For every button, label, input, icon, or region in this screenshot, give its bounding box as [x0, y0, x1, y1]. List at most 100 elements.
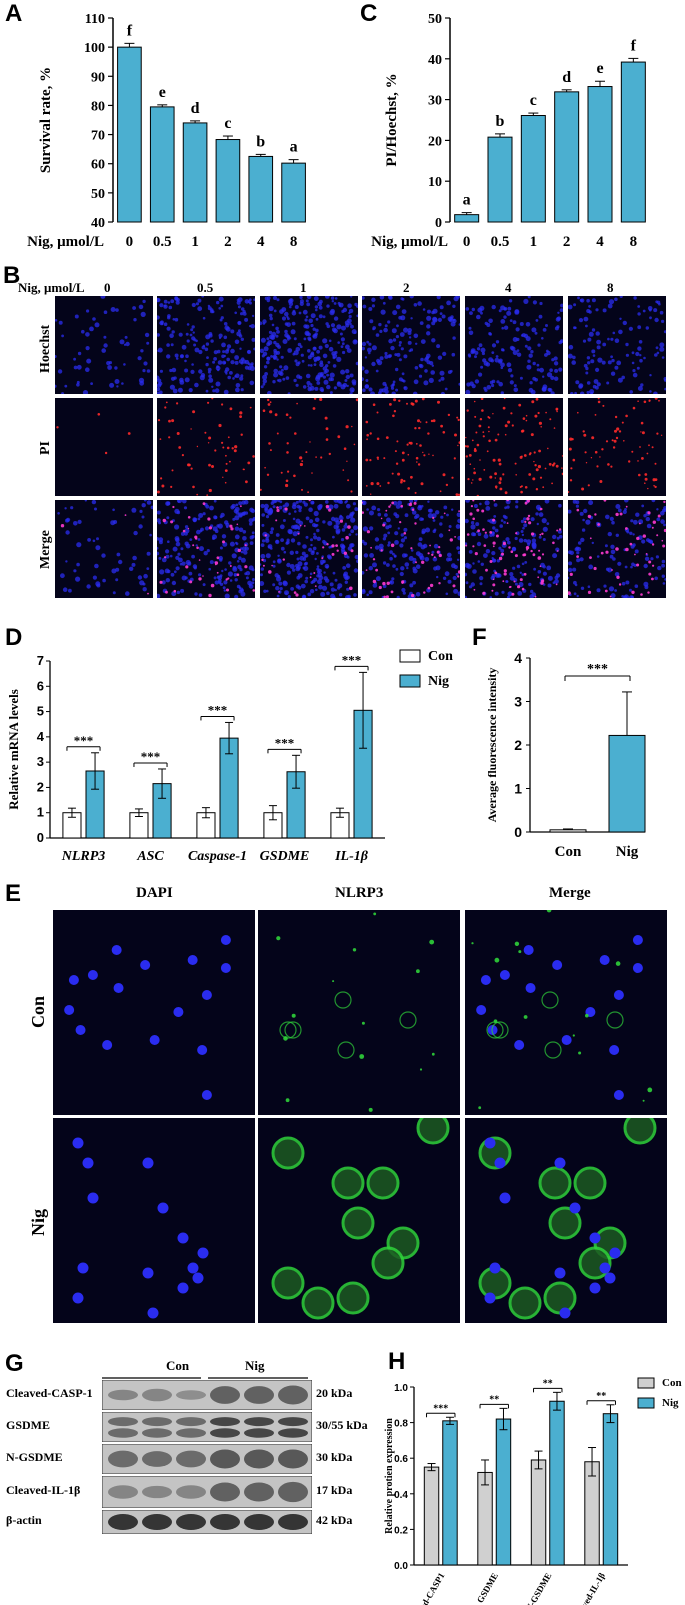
cell-dot	[265, 553, 271, 559]
cell-dot	[310, 313, 316, 319]
cell-dot	[516, 349, 520, 352]
cell-dot	[266, 589, 269, 593]
panel-letter-a: A	[5, 0, 23, 27]
cell-dot	[576, 551, 580, 555]
cell-dot	[663, 523, 666, 527]
band-label: Cleaved-IL-1β	[6, 1483, 81, 1497]
cell-dot	[310, 364, 313, 367]
cell-dot	[316, 570, 321, 574]
cell-dot	[431, 553, 434, 556]
cell-dot	[368, 1107, 373, 1112]
cell-dot	[376, 456, 379, 459]
cell-dot	[225, 372, 228, 375]
cell-dot	[268, 442, 271, 445]
cell-dot	[302, 309, 308, 315]
cell-dot	[344, 580, 348, 584]
cell-dot	[273, 351, 278, 356]
cell-dot	[110, 307, 116, 312]
cell-dot	[652, 564, 655, 567]
cell-dot	[297, 561, 303, 567]
cell-dot	[491, 304, 496, 310]
cell-dot	[506, 580, 509, 583]
cell-dot	[474, 552, 478, 556]
cell-dot	[586, 298, 590, 303]
cell-dot	[578, 1051, 582, 1055]
cell-dot	[514, 536, 518, 541]
group-label: Con	[166, 1358, 190, 1373]
nucleus	[187, 955, 198, 965]
cell-dot	[295, 550, 299, 555]
nlrp3-ring	[279, 1021, 297, 1039]
cell-dot	[400, 480, 403, 484]
cell-dot	[397, 527, 400, 530]
cell-dot	[302, 385, 307, 389]
cell-dot	[661, 356, 665, 359]
cell-dot	[239, 415, 242, 418]
nlrp3-cell	[548, 1206, 582, 1240]
cell-dot	[273, 296, 277, 300]
x-tick-label: IL-1β	[334, 849, 369, 864]
cell-dot	[488, 439, 491, 443]
cell-dot	[96, 583, 101, 588]
cell-dot	[244, 365, 249, 370]
cell-dot	[240, 307, 245, 311]
cell-dot	[198, 573, 202, 577]
cell-dot	[428, 377, 434, 383]
nucleus	[187, 1262, 199, 1274]
significance-letter: b	[496, 113, 505, 130]
cell-dot	[208, 567, 211, 571]
cell-dot	[518, 538, 524, 543]
cell-dot	[501, 552, 504, 556]
cell-dot	[276, 298, 280, 302]
cell-dot	[215, 381, 221, 387]
cell-dot	[398, 358, 402, 362]
cell-dot	[615, 512, 619, 517]
cell-dot	[315, 456, 317, 458]
cell-dot	[542, 571, 547, 576]
cell-dot	[201, 296, 205, 298]
cell-dot	[605, 567, 610, 571]
cell-dot	[605, 514, 610, 520]
cell-dot	[308, 547, 313, 552]
cell-dot	[340, 337, 345, 342]
cell-dot	[588, 331, 594, 337]
cell-dot	[362, 500, 366, 505]
cell-dot	[211, 385, 214, 388]
cell-dot	[525, 414, 528, 417]
cell-dot	[92, 317, 96, 321]
cell-dot	[451, 352, 456, 357]
cell-dot	[621, 421, 624, 424]
cell-dot	[561, 455, 563, 457]
pi-image	[55, 398, 153, 496]
cell-dot	[526, 539, 532, 545]
cell-dot	[395, 335, 399, 339]
cell-dot	[648, 539, 653, 544]
cell-dot	[476, 508, 480, 512]
nlrp3-cell	[573, 1166, 607, 1200]
cell-dot	[408, 336, 412, 339]
cell-dot	[361, 1021, 365, 1025]
cell-dot	[348, 308, 354, 314]
cell-dot	[348, 533, 352, 536]
cell-dot	[81, 329, 85, 334]
cell-dot	[281, 368, 284, 372]
cell-dot	[528, 453, 531, 456]
cell-dot	[346, 348, 352, 353]
cell-dot	[403, 327, 409, 333]
cell-dot	[276, 936, 281, 941]
cell-dot	[276, 358, 279, 361]
cell-dot	[612, 331, 616, 335]
cell-dot	[479, 418, 483, 421]
cell-dot	[452, 575, 457, 581]
cell-dot	[223, 322, 228, 326]
cell-dot	[520, 490, 523, 494]
y-tick-label: 5	[37, 704, 44, 719]
cell-dot	[531, 327, 537, 333]
hoechst-image	[55, 296, 153, 394]
cell-dot	[138, 524, 143, 529]
cell-dot	[167, 540, 170, 543]
cell-dot	[525, 419, 528, 422]
cell-dot	[171, 580, 177, 586]
cell-dot	[625, 353, 629, 357]
cell-dot	[273, 309, 277, 313]
